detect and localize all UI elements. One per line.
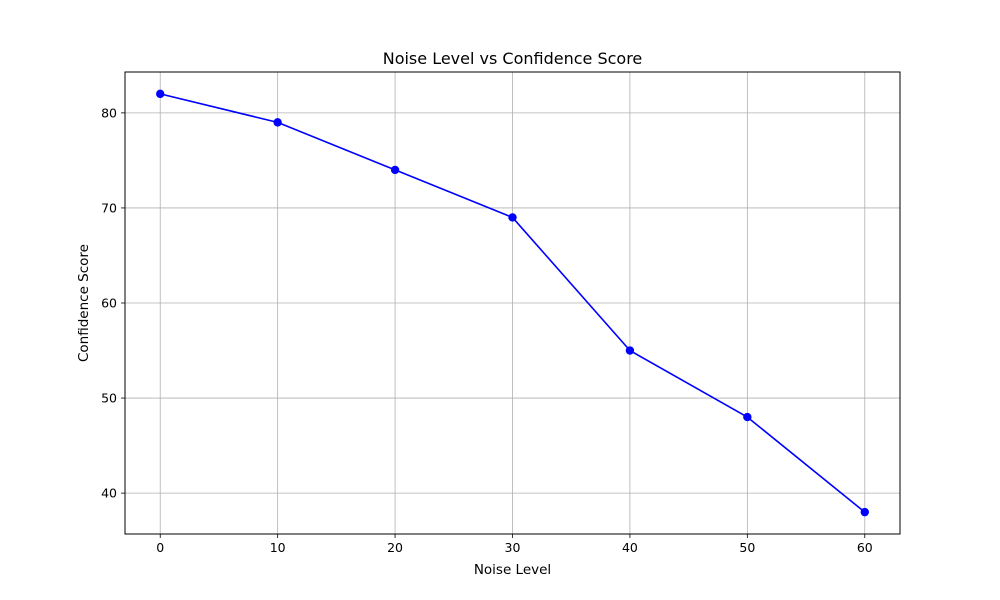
data-point bbox=[156, 89, 165, 99]
data-point bbox=[743, 412, 752, 422]
y-tick-label: 80 bbox=[101, 105, 117, 120]
x-tick-label: 30 bbox=[505, 540, 521, 555]
x-tick-label: 20 bbox=[387, 540, 403, 555]
grid bbox=[125, 72, 900, 534]
chart-title: Noise Level vs Confidence Score bbox=[383, 49, 643, 68]
x-tick-label: 40 bbox=[622, 540, 638, 555]
y-axis-label: Confidence Score bbox=[76, 244, 92, 362]
data-point bbox=[508, 213, 517, 222]
data-point bbox=[860, 507, 869, 517]
x-axis-ticks: 0 10 20 30 40 50 60 bbox=[156, 534, 873, 555]
y-tick-label: 60 bbox=[101, 296, 117, 311]
y-tick-label: 50 bbox=[101, 391, 117, 406]
x-tick-label: 0 bbox=[156, 540, 164, 555]
x-tick-label: 60 bbox=[857, 540, 873, 555]
y-axis-ticks: 40 50 60 70 80 bbox=[101, 105, 125, 501]
x-tick-label: 50 bbox=[739, 540, 755, 555]
data-point bbox=[625, 346, 635, 355]
y-tick-label: 40 bbox=[101, 486, 117, 501]
y-tick-label: 70 bbox=[101, 200, 117, 215]
x-axis-label: Noise Level bbox=[474, 562, 551, 578]
series-group bbox=[156, 89, 869, 517]
data-point bbox=[390, 165, 400, 175]
data-point bbox=[273, 118, 282, 127]
x-tick-label: 10 bbox=[270, 540, 286, 555]
